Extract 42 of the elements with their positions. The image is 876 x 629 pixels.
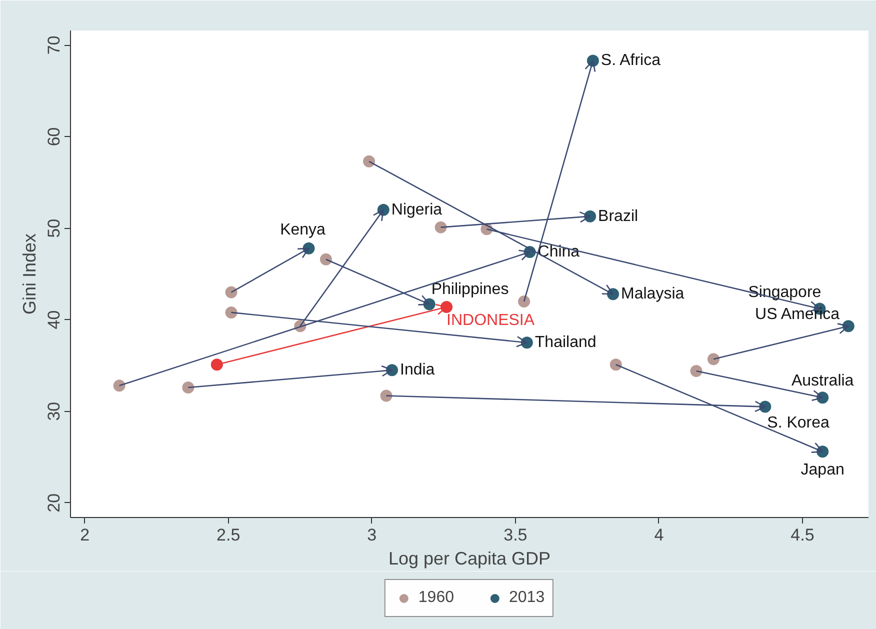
x-tick-label: 2.5 [216,526,240,544]
annotation: S. Korea [767,414,830,432]
x-tick-label: 3 [367,526,377,544]
legend-label: 2013 [509,589,545,607]
annotation: Nigeria [391,201,442,218]
annotation: S. Africa [600,52,661,70]
annotation: Malaysia [621,286,684,303]
point [225,286,238,298]
annotation: Philippines [431,281,509,298]
y-axis-title: Gini Index [20,233,40,315]
y-tick-label: 30 [44,402,64,421]
annotation: Singapore [748,284,822,301]
point [210,358,223,371]
point [182,382,194,394]
annotation: Australia [791,372,854,390]
y-tick-label: 40 [44,310,64,330]
x-tick-label: 4.5 [790,526,814,544]
point [518,295,530,308]
point [707,353,720,366]
y-tick-label: 70 [44,36,64,55]
y-tick-label: 60 [44,127,64,146]
y-tick-label: 50 [44,218,64,238]
point [320,253,332,266]
x-axis-title: Log per Capita GDP [388,548,551,568]
point [113,380,126,392]
point [225,306,238,318]
annotation: US America [755,306,840,324]
annotation: INDONESIA [446,312,535,329]
annotation: Kenya [280,221,326,238]
annotation: India [400,362,435,379]
x-tick-label: 3.5 [504,526,528,544]
point [610,358,622,371]
legend-label: 1960 [418,589,454,607]
point [434,221,447,234]
point [363,155,376,168]
annotation: Thailand [534,334,596,352]
point [690,365,702,378]
x-tick-label: 2 [80,526,90,544]
annotation: Brazil [598,208,638,225]
x-tick-label: 4 [654,526,664,544]
annotation: Japan [800,462,844,479]
y-tick-label: 20 [44,493,64,512]
